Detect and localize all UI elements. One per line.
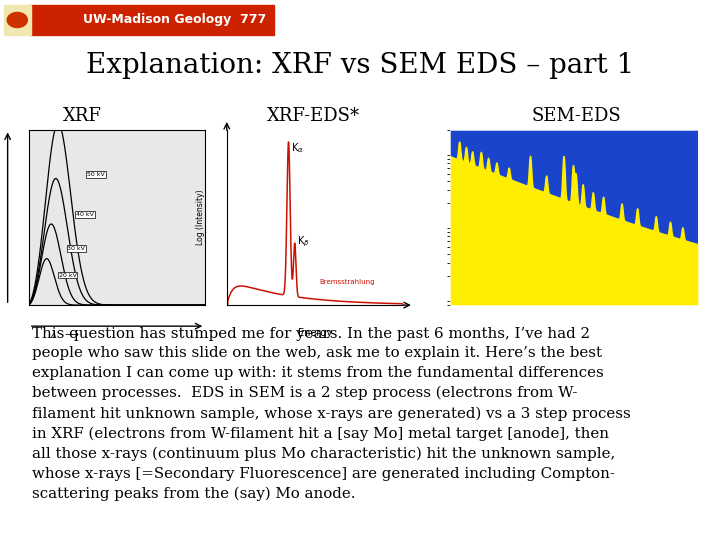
Text: XRF: XRF <box>63 107 102 125</box>
Text: UW-Madison Geology  777: UW-Madison Geology 777 <box>83 14 266 26</box>
Text: XRF-EDS*: XRF-EDS* <box>266 107 360 125</box>
X-axis label: keV: keV <box>568 319 580 325</box>
Text: Log (Intensity): Log (Intensity) <box>196 190 205 245</box>
Text: 30 kV: 30 kV <box>68 246 86 251</box>
Text: This question has stumped me for years. In the past 6 months, I’ve had 2
people : This question has stumped me for years. … <box>32 327 631 502</box>
Text: $\lambda$  $\longrightarrow$: $\lambda$ $\longrightarrow$ <box>50 328 80 340</box>
Text: K$_\beta$: K$_\beta$ <box>297 234 310 249</box>
Text: 50 kV: 50 kV <box>87 172 104 177</box>
Bar <box>29 5 274 35</box>
Text: 20 kV: 20 kV <box>58 273 76 278</box>
Text: Explanation: XRF vs SEM EDS – part 1: Explanation: XRF vs SEM EDS – part 1 <box>86 52 634 79</box>
Text: Bremsstrahlung: Bremsstrahlung <box>319 279 374 285</box>
Text: 40 kV: 40 kV <box>76 212 94 217</box>
Bar <box>4 5 31 35</box>
Text: SEM-EDS: SEM-EDS <box>531 107 621 125</box>
Circle shape <box>7 12 27 28</box>
Text: Energy: Energy <box>298 328 332 338</box>
Text: K$_\alpha$: K$_\alpha$ <box>291 141 304 155</box>
